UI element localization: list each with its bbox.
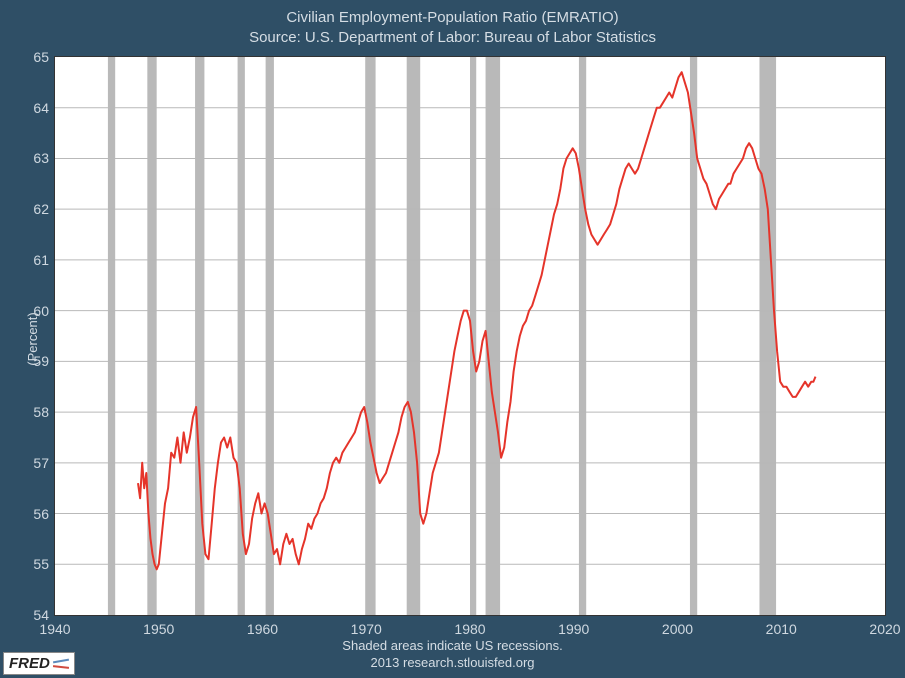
y-tick-label: 59 bbox=[33, 353, 49, 369]
y-tick-label: 56 bbox=[33, 506, 49, 522]
x-tick-label: 2000 bbox=[662, 621, 693, 637]
title-line-1: Civilian Employment-Population Ratio (EM… bbox=[0, 8, 905, 28]
y-tick-label: 57 bbox=[33, 455, 49, 471]
x-tick-label: 1970 bbox=[351, 621, 382, 637]
fred-logo-text: FRED bbox=[9, 655, 50, 672]
title-line-2: Source: U.S. Department of Labor: Bureau… bbox=[0, 28, 905, 48]
chart-title: Civilian Employment-Population Ratio (EM… bbox=[0, 0, 905, 49]
x-tick-label: 1990 bbox=[558, 621, 589, 637]
caption-line-1: Shaded areas indicate US recessions. bbox=[0, 638, 905, 655]
chart-container: Civilian Employment-Population Ratio (EM… bbox=[0, 0, 905, 678]
y-tick-label: 58 bbox=[33, 404, 49, 420]
y-tick-label: 60 bbox=[33, 303, 49, 319]
x-tick-label: 1960 bbox=[247, 621, 278, 637]
y-tick-label: 55 bbox=[33, 556, 49, 572]
fred-logo-badge: FRED bbox=[3, 652, 75, 675]
y-tick-label: 63 bbox=[33, 150, 49, 166]
x-tick-label: 1940 bbox=[39, 621, 70, 637]
fred-logo-icon bbox=[53, 658, 69, 670]
chart-svg bbox=[55, 57, 885, 615]
y-tick-label: 62 bbox=[33, 201, 49, 217]
plot-area: 5455565758596061626364651940195019601970… bbox=[54, 56, 886, 616]
y-tick-label: 64 bbox=[33, 100, 49, 116]
x-tick-label: 1950 bbox=[143, 621, 174, 637]
x-tick-label: 2010 bbox=[766, 621, 797, 637]
y-tick-label: 61 bbox=[33, 252, 49, 268]
caption-line-2: 2013 research.stlouisfed.org bbox=[0, 655, 905, 672]
x-tick-label: 1980 bbox=[454, 621, 485, 637]
y-tick-label: 65 bbox=[33, 49, 49, 65]
chart-caption: Shaded areas indicate US recessions. 201… bbox=[0, 638, 905, 672]
x-tick-label: 2020 bbox=[869, 621, 900, 637]
